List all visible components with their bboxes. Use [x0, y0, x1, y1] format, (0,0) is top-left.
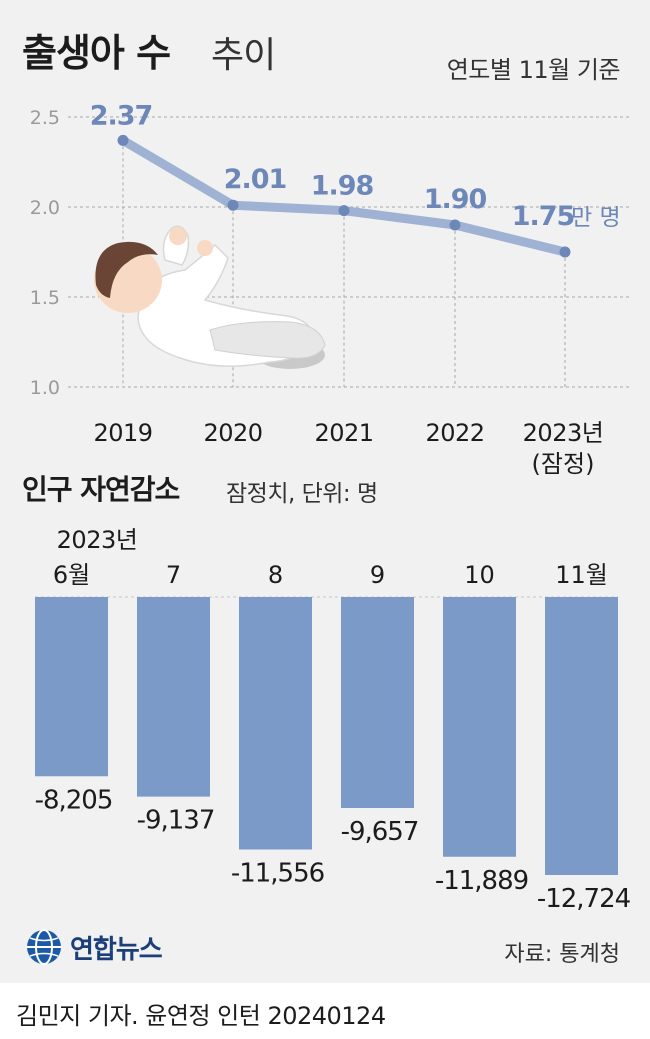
bar [35, 597, 108, 777]
y-tick-label: 1.0 [30, 377, 60, 399]
bar-value-label: -11,889 [435, 866, 528, 896]
baby-hand [169, 227, 187, 245]
bar [545, 597, 618, 875]
data-label: 1.98 [311, 171, 374, 202]
bar-category-label: 10 [464, 561, 495, 589]
bar-value-label: -11,556 [231, 858, 324, 888]
y-tick-label: 1.5 [30, 287, 60, 309]
data-label: 1.75 [512, 201, 575, 232]
bar [443, 597, 516, 857]
basis-note: 연도별 11월 기준 [446, 56, 621, 84]
data-point [117, 134, 129, 146]
bar-value-label: -12,724 [537, 884, 631, 914]
x-tick-sublabel: (잠정) [532, 450, 595, 478]
decrease-bar-chart: 6월 2023년 -8,205 7 -9,137 8 -11,556 9 -9,657 10 -11… [35, 526, 632, 914]
bar [137, 597, 210, 797]
footer [0, 983, 650, 1039]
bar-chart-title: 인구 자연감소 [22, 473, 180, 506]
chart-title: 출생아 수 [22, 31, 171, 75]
bar-value-label: -8,205 [35, 785, 113, 815]
x-tick-label: 2021 [314, 419, 373, 447]
data-label: 2.01 [224, 164, 287, 195]
bar [239, 597, 312, 850]
y-tick-label: 2.5 [30, 107, 60, 129]
baby-illustration [94, 225, 326, 369]
x-tick-label: 2020 [203, 419, 262, 447]
data-label: 2.37 [90, 100, 153, 131]
x-tick-label: 2022 [425, 419, 484, 447]
bar-category-label: 6월 [53, 561, 90, 589]
bar-category-label: 11월 [555, 561, 608, 589]
y-tick-label: 2.0 [30, 197, 60, 219]
bar-category-label: 8 [268, 561, 283, 589]
baby-hand [197, 240, 213, 256]
baby-legs [209, 321, 326, 359]
data-point [338, 205, 350, 217]
bar [341, 597, 414, 808]
data-point [559, 246, 571, 258]
chart-subtitle: 추이 [211, 35, 276, 76]
bar-value-label: -9,137 [137, 806, 215, 836]
bar-value-label: -9,657 [341, 817, 419, 847]
credit-line: 김민지 기자. 윤연정 인턴 20240124 [16, 1002, 386, 1030]
yonhap-logo: 연합뉴스 [24, 925, 163, 969]
x-tick-label: 2023년 [523, 419, 604, 447]
source-note: 자료: 통계청 [504, 942, 620, 967]
x-tick-label: 2019 [93, 419, 152, 447]
birth-line-chart: 2.5 2.0 1.5 1.0 2.37 2.01 1.98 1.90 1.75만 명 2019 2… [30, 100, 632, 478]
bar-category-label: 7 [166, 561, 181, 589]
data-point [227, 199, 239, 211]
bar-chart-note: 잠정치, 단위: 명 [226, 481, 378, 507]
data-label: 1.90 [424, 184, 487, 215]
data-point [449, 219, 461, 231]
unit-label: 만 명 [571, 205, 621, 231]
baby-hair [95, 241, 158, 298]
logo-text: 연합뉴스 [70, 934, 163, 965]
bar-category-label: 9 [370, 561, 385, 589]
yonhap-globe-icon [27, 929, 61, 965]
bar-category-prefix: 2023년 [57, 526, 138, 554]
